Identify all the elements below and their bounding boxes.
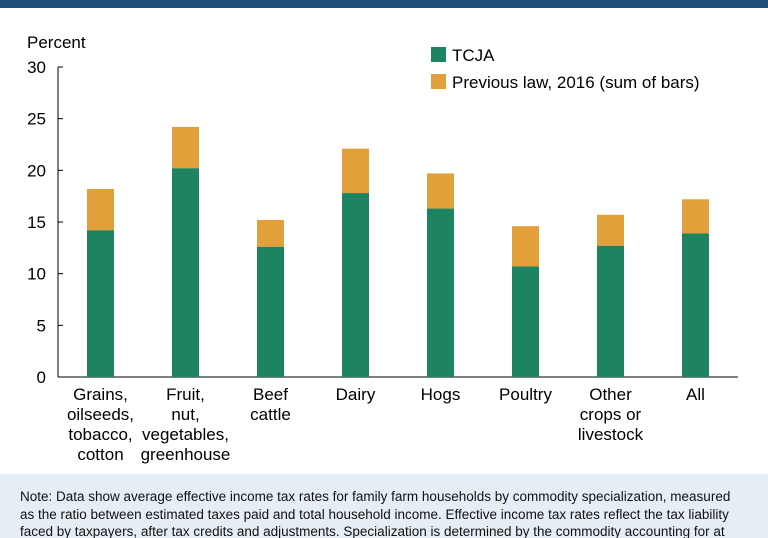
x-tick-label-0-2: tobacco,: [68, 425, 132, 444]
bar-tcja-7: [682, 233, 709, 377]
legend-swatch-previous-law: [431, 74, 446, 89]
chart-note: Note: Data show average effective income…: [20, 489, 731, 538]
bar-previous-law-5: [512, 226, 539, 267]
y-tick-label-10: 10: [27, 265, 46, 284]
x-tick-label-6-1: crops or: [580, 405, 642, 424]
y-tick-label-15: 15: [27, 213, 46, 232]
top-banner-strip: [0, 0, 768, 8]
x-tick-label-0-0: Grains,: [73, 385, 128, 404]
bar-tcja-1: [172, 168, 199, 377]
legend-label-previous-law: Previous law, 2016 (sum of bars): [452, 73, 700, 92]
bar-previous-law-0: [87, 188, 114, 231]
x-tick-label-2-1: cattle: [250, 405, 291, 424]
bar-tcja-6: [597, 245, 624, 377]
bar-tcja-3: [342, 193, 369, 377]
bar-previous-law-6: [597, 214, 624, 246]
y-tick-label-5: 5: [37, 316, 46, 335]
bar-previous-law-1: [172, 126, 199, 169]
legend-swatch-tcja: [431, 47, 446, 62]
bar-previous-law-7: [682, 199, 709, 234]
x-tick-label-4-0: Hogs: [421, 385, 461, 404]
x-tick-label-1-3: greenhouse: [141, 445, 231, 464]
x-tick-label-1-2: vegetables,: [142, 425, 229, 444]
stacked-bar-chart: Percent 0 5 10 15 20 25 30 Grains,oilseeds,tobac…: [27, 33, 738, 464]
bar-previous-law-3: [342, 148, 369, 194]
x-tick-label-0-1: oilseeds,: [67, 405, 134, 424]
x-tick-label-6-0: Other: [589, 385, 632, 404]
bar-tcja-4: [427, 208, 454, 377]
bar-previous-law-4: [427, 173, 454, 209]
y-tick-label-30: 30: [27, 58, 46, 77]
x-tick-label-1-1: nut,: [171, 405, 199, 424]
y-tick-label-20: 20: [27, 161, 46, 180]
x-tick-label-6-2: livestock: [578, 425, 644, 444]
y-axis-label: Percent: [27, 33, 86, 52]
x-tick-label-0-3: cotton: [77, 445, 123, 464]
x-tick-label-1-0: Fruit,: [166, 385, 205, 404]
note-box: Note: Data show average effective income…: [0, 474, 768, 538]
x-tick-label-5-0: Poultry: [499, 385, 552, 404]
y-tick-label-25: 25: [27, 110, 46, 129]
x-tick-label-2-0: Beef: [253, 385, 288, 404]
bar-previous-law-2: [257, 219, 284, 247]
legend-label-tcja: TCJA: [452, 46, 495, 65]
bar-tcja-5: [512, 266, 539, 377]
bar-tcja-2: [257, 246, 284, 377]
bar-tcja-0: [87, 230, 114, 377]
y-tick-label-0: 0: [37, 368, 46, 387]
x-tick-label-3-0: Dairy: [336, 385, 376, 404]
x-tick-label-7-0: All: [686, 385, 705, 404]
